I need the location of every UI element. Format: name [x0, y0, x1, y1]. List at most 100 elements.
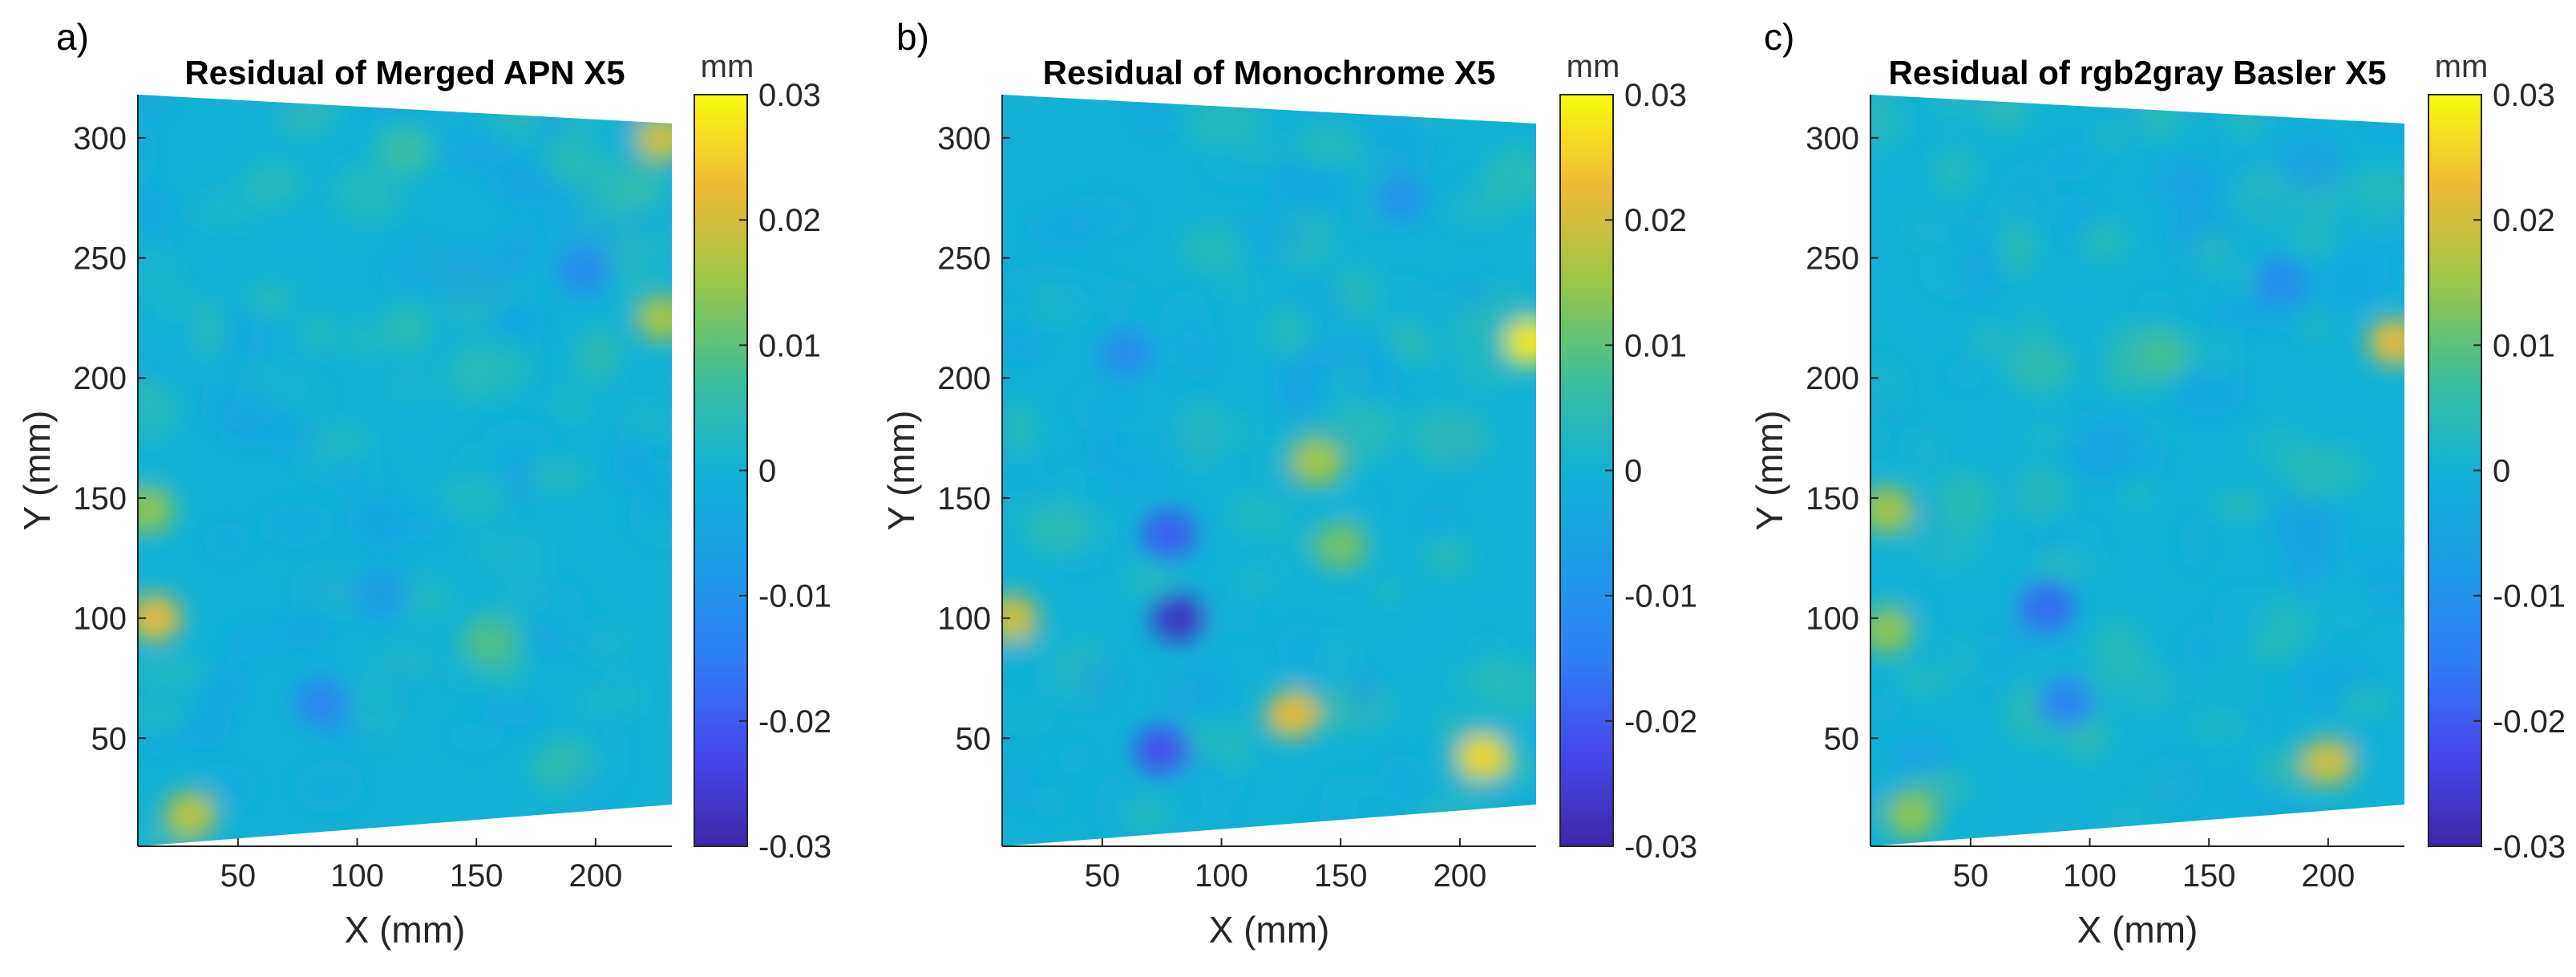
- heatmap-cell: [242, 162, 305, 205]
- heatmap-cell: [1002, 475, 1066, 517]
- heatmap-cell: [2118, 659, 2178, 717]
- x-tick-label: 50: [220, 858, 257, 894]
- heatmap-cell: [1469, 815, 1523, 841]
- colorbar-tick-label: 0.02: [758, 203, 821, 238]
- heatmap-cell: [265, 421, 330, 456]
- heatmap-cell: [2011, 464, 2069, 522]
- heatmap-cell: [2150, 758, 2202, 813]
- heatmap-cell: [1219, 718, 1250, 779]
- heatmap-cell: [1295, 124, 1367, 165]
- heatmap-cell: [1086, 420, 1117, 476]
- heatmap-cell: [1375, 578, 1405, 603]
- heatmap-cell: [2095, 120, 2127, 149]
- heatmap-cell: [1899, 671, 1946, 694]
- colorbar-tick-label: 0.01: [758, 328, 821, 363]
- heatmap-feature: [293, 678, 349, 727]
- heatmap-cell: [1175, 401, 1229, 465]
- chart-title: Residual of Monochrome X5: [1043, 54, 1496, 91]
- heatmap-cell: [512, 579, 584, 635]
- chart-title: Residual of Merged APN X5: [184, 54, 625, 91]
- colorbar-tick-label: -0.01: [2493, 579, 2566, 614]
- heatmap-cell: [1400, 334, 1431, 363]
- heatmap-cell: [482, 420, 553, 467]
- heatmap-feature: [1870, 606, 1915, 655]
- heatmap-cell: [2379, 95, 2404, 123]
- heatmap-cell: [1945, 362, 1984, 389]
- colorbar-tick-label: 0.03: [758, 78, 821, 113]
- heatmap-cell: [2194, 651, 2266, 715]
- heatmap-cell: [138, 383, 180, 442]
- y-tick-label: 300: [1806, 121, 1859, 156]
- x-tick-label: 50: [1085, 858, 1121, 894]
- heatmap-cell: [2348, 170, 2404, 199]
- heatmap-cell: [1224, 416, 1259, 447]
- heatmap-cell: [1333, 265, 1382, 320]
- panel-2: b) Residual of Monochrome X5 50 100 150 200 50…: [880, 16, 1697, 951]
- heatmap-cell: [1238, 213, 1312, 256]
- heatmap-cell: [1232, 139, 1302, 168]
- heatmap-feature: [138, 485, 175, 534]
- chart-title: Residual of rgb2gray Basler X5: [1889, 54, 2387, 91]
- heatmap-feature: [354, 570, 409, 618]
- heatmap-cell: [2081, 221, 2129, 261]
- heatmap-cell: [1070, 379, 1142, 432]
- heatmap-cell: [636, 459, 672, 517]
- y-axis-label: Y (mm): [880, 411, 922, 531]
- x-axis-label: X (mm): [2077, 909, 2198, 951]
- heatmap-cell: [2269, 496, 2339, 552]
- heatmap-feature: [556, 245, 611, 294]
- heatmap-cell: [371, 644, 438, 680]
- colorbar-tick-label: -0.03: [1624, 829, 1697, 865]
- colorbar: mm0.03 0.02 0.01 0 -0.01 -0.02 -0.03: [1559, 49, 1697, 865]
- heatmap-cell: [2040, 144, 2105, 179]
- heatmap-cell: [220, 306, 272, 371]
- y-tick-label: 250: [73, 241, 127, 277]
- heatmap-cell: [2318, 249, 2389, 312]
- colorbar-unit: mm: [2435, 49, 2489, 84]
- heatmap-cell: [223, 623, 289, 659]
- heatmap-cell: [605, 833, 654, 846]
- heatmap-cell: [1870, 95, 1905, 151]
- colorbar-tick-label: 0.03: [2493, 78, 2555, 113]
- colorbar-tick-label: -0.03: [758, 829, 831, 865]
- heatmap-cell: [1359, 111, 1435, 173]
- heatmap-feature: [461, 618, 516, 667]
- heatmap-cell: [1915, 216, 1988, 245]
- x-tick-label: 200: [568, 858, 622, 894]
- heatmap-cell: [526, 462, 588, 490]
- y-tick-label: 200: [73, 361, 127, 396]
- heatmap-cell: [2300, 310, 2333, 338]
- heatmap-cell: [2252, 418, 2303, 471]
- heatmap-cell: [2001, 221, 2036, 274]
- colorbar-tick-label: -0.01: [758, 579, 831, 614]
- heatmap-cell: [484, 300, 547, 343]
- heatmap-cell: [1219, 274, 1262, 300]
- panel-label: b): [896, 16, 929, 58]
- heatmap-cell: [1377, 752, 1427, 808]
- heatmap-cell: [2357, 95, 2404, 134]
- x-tick-label: 100: [330, 858, 384, 894]
- colorbar-unit: mm: [1567, 49, 1620, 84]
- heatmap-texture: [1002, 95, 1536, 846]
- heatmap-cell: [488, 140, 528, 203]
- heatmap-cell: [2030, 362, 2064, 399]
- heatmap-feature: [2253, 257, 2308, 306]
- heatmap-cell: [495, 282, 530, 307]
- heatmap-cell: [1907, 425, 1943, 479]
- heatmap-feature: [1098, 330, 1154, 379]
- heatmap-cell: [557, 762, 617, 803]
- colorbar-gradient: [694, 94, 748, 847]
- heatmap-cell: [2193, 227, 2233, 274]
- heatmap-cell: [1096, 774, 1128, 835]
- heatmap-feature: [1870, 485, 1915, 534]
- heatmap-cell: [2213, 493, 2267, 519]
- heatmap-cell: [138, 659, 208, 688]
- colorbar-tick-label: 0.02: [1624, 203, 1687, 238]
- heatmap-cell: [1420, 797, 1491, 839]
- heatmap-cell: [448, 343, 490, 403]
- heatmap-cell: [572, 213, 629, 256]
- colorbar-tick-label: -0.02: [758, 704, 831, 740]
- colorbar-tick-label: 0: [1624, 454, 1642, 489]
- heatmap-feature: [635, 113, 672, 162]
- heatmap-cell: [1133, 95, 1175, 138]
